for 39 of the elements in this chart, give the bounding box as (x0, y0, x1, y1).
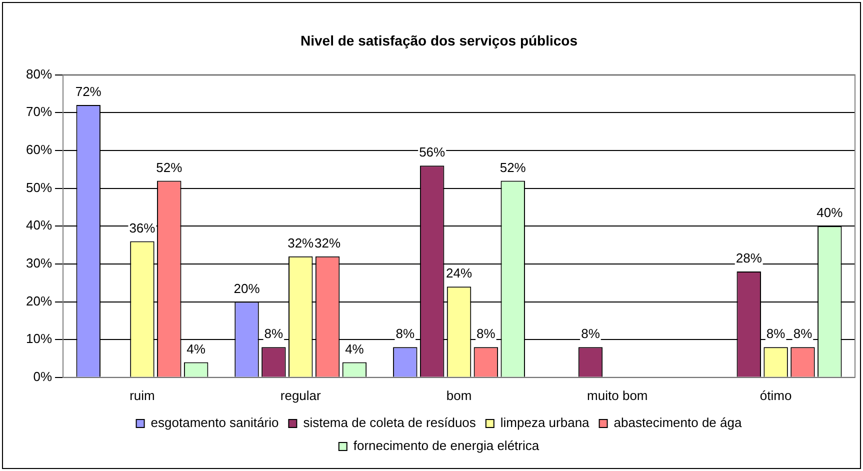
data-label: 56% (419, 144, 446, 160)
x-tick-label: ruim (130, 388, 155, 403)
data-label: 4% (345, 341, 364, 356)
data-label: 28% (736, 250, 762, 266)
data-label: 24% (446, 266, 472, 281)
y-tick-label: 20% (26, 293, 52, 308)
y-tick-label: 0% (33, 368, 52, 384)
legend-label: limpeza urbana (500, 415, 590, 430)
data-label: 4% (186, 341, 206, 356)
y-tick-label: 80% (26, 66, 52, 82)
data-label: 40% (816, 205, 844, 220)
data-label: 8% (396, 326, 415, 342)
x-tick-label: muito bom (587, 388, 648, 403)
data-label: 36% (129, 220, 156, 236)
data-label: 52% (500, 160, 526, 175)
y-tick-label: 40% (26, 218, 52, 233)
data-label: 8% (476, 326, 496, 342)
data-label: 32% (288, 235, 314, 250)
legend-label: sistema de coleta de resíduos (303, 415, 476, 430)
y-tick-label: 70% (26, 104, 52, 120)
data-label: 32% (314, 235, 341, 250)
x-tick-label: ótimo (760, 388, 792, 403)
data-label: 52% (156, 160, 183, 175)
data-label: 20% (234, 280, 260, 296)
y-tick-label: 60% (26, 142, 52, 158)
legend-label: esgotamento sanitário (150, 415, 279, 430)
x-tick-label: regular (280, 388, 322, 403)
data-label: 8% (793, 326, 813, 342)
legend-label: abastecimento de ága (614, 415, 742, 430)
y-tick-label: 50% (26, 180, 52, 195)
data-label: 8% (581, 326, 600, 342)
legend-label: fornecimento de energia elétrica (353, 438, 540, 454)
data-label: 8% (766, 326, 786, 342)
chart-title: Nivel de satisfação dos serviços públicos (300, 32, 578, 48)
y-tick-label: 10% (26, 331, 52, 346)
data-label: 72% (75, 84, 102, 100)
y-tick-label: 30% (26, 256, 52, 271)
x-tick-label: bom (446, 388, 472, 403)
data-label: 8% (264, 326, 284, 342)
